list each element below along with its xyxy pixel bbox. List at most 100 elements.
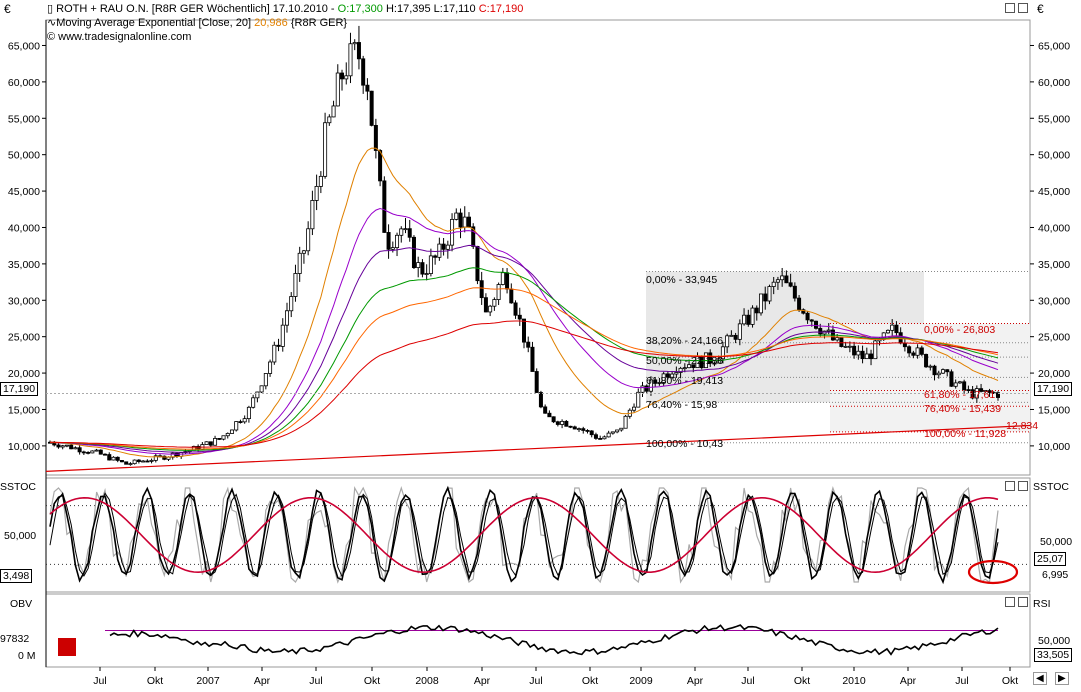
panel-control-button[interactable] xyxy=(1005,481,1015,491)
ma-icon: ∿ xyxy=(47,17,57,29)
fib-label: 100,00% - 10,43 xyxy=(646,438,724,450)
candle-body xyxy=(505,272,510,290)
y-tick-label: 50,000 xyxy=(8,150,40,162)
candle-body xyxy=(297,252,302,274)
candle-body xyxy=(479,280,484,299)
candle-body xyxy=(708,352,713,364)
moving-average-line xyxy=(49,287,999,450)
candle-body xyxy=(517,314,522,320)
ma-title: Moving Average Exponential [Close, 20] xyxy=(56,17,255,29)
close-value: C:17,190 xyxy=(478,3,524,15)
obv-label-zero: 0 M xyxy=(18,650,36,662)
candle-body xyxy=(737,323,742,340)
panel-close-button[interactable] xyxy=(1018,3,1028,13)
x-tick-label: Jul xyxy=(93,675,106,687)
candle-body xyxy=(98,449,103,455)
candle-body xyxy=(466,216,471,228)
panel-control-button[interactable] xyxy=(1005,3,1015,13)
candle-body xyxy=(598,438,603,440)
obv-panel-name: OBV xyxy=(10,598,33,610)
candle-body xyxy=(454,212,459,220)
candle-body xyxy=(809,319,814,322)
panel-close-button[interactable] xyxy=(1018,481,1028,491)
candle-body xyxy=(674,372,679,375)
candle-body xyxy=(369,90,374,126)
candle-body xyxy=(115,456,120,461)
candle-body xyxy=(268,361,273,374)
candle-body xyxy=(492,299,497,307)
candle-body xyxy=(936,372,941,376)
candle-body xyxy=(661,373,666,383)
candle-body xyxy=(644,385,649,392)
candle-body xyxy=(632,406,637,411)
candle-body xyxy=(949,371,954,387)
y-tick-label: 10,000 xyxy=(8,441,40,453)
moving-average-line xyxy=(50,320,999,448)
candle-body xyxy=(746,314,751,325)
candle-body xyxy=(581,428,586,431)
candle-body xyxy=(246,406,251,420)
candle-body xyxy=(225,433,230,437)
panel-close-button[interactable] xyxy=(1018,597,1028,607)
candle-body xyxy=(606,432,611,438)
candle-body xyxy=(712,362,717,365)
x-tick-label: Okt xyxy=(794,675,810,687)
stoch-line xyxy=(49,485,999,584)
candle-body xyxy=(162,455,167,460)
candle-body xyxy=(416,262,421,269)
candle-body xyxy=(301,250,306,254)
scroll-right-icon[interactable]: ▶ xyxy=(1055,672,1069,685)
trendline xyxy=(45,424,1031,472)
candle-body xyxy=(234,421,239,431)
fib-label: 76,40% - 15,98 xyxy=(646,399,718,411)
obv-label-top: 97832 xyxy=(0,633,30,645)
rsi-panel-name: RSI xyxy=(1033,598,1051,610)
candle-body xyxy=(513,302,518,316)
currency-right: € xyxy=(1037,2,1044,16)
candle-body xyxy=(64,444,69,447)
candle-body xyxy=(136,459,141,462)
fib-label-right: 0,00% - 26,803 xyxy=(924,324,996,336)
stoch-line xyxy=(49,496,999,574)
candle-body xyxy=(213,438,218,446)
panel-control-button[interactable] xyxy=(1005,597,1015,607)
candle-body xyxy=(141,460,146,463)
candle-body xyxy=(538,392,543,408)
candle-body xyxy=(763,293,768,302)
candle-body xyxy=(814,320,819,329)
candle-body xyxy=(687,364,692,369)
high-low-values: H:17,395 L:17,110 xyxy=(382,3,479,15)
candle-body xyxy=(128,463,133,466)
scroll-left-icon[interactable]: ◀ xyxy=(1033,672,1047,685)
candle-body xyxy=(293,273,298,297)
candle-body xyxy=(780,275,785,281)
candle-body xyxy=(433,255,438,258)
stoch-tag-k: 6,995 xyxy=(1042,569,1069,581)
candle-body xyxy=(255,391,260,399)
y-tick-label: 45,000 xyxy=(1038,186,1070,198)
candle-body xyxy=(860,350,865,360)
candle-body xyxy=(648,379,653,392)
candle-body xyxy=(310,200,315,230)
candle-body xyxy=(475,245,480,282)
candle-body xyxy=(720,346,725,360)
candle-body xyxy=(403,228,408,231)
candle-body xyxy=(471,226,476,247)
ma-value: 20,986 xyxy=(254,17,288,29)
candle-body xyxy=(382,180,387,233)
candle-body xyxy=(344,75,349,80)
candle-body xyxy=(441,243,446,250)
candle-body xyxy=(407,228,412,238)
x-tick-label: Apr xyxy=(254,675,271,687)
x-tick-label: Jul xyxy=(955,675,968,687)
y-tick-label: 45,000 xyxy=(8,186,40,198)
candle-body xyxy=(365,84,370,92)
candle-body xyxy=(615,429,620,433)
candle-body xyxy=(111,456,116,461)
y-tick-label: 55,000 xyxy=(8,113,40,125)
candle-body xyxy=(665,373,670,378)
open-value: O:17,300 xyxy=(337,3,383,15)
candle-body xyxy=(208,441,213,446)
candle-body xyxy=(119,460,124,463)
x-tick-label: Apr xyxy=(474,675,491,687)
